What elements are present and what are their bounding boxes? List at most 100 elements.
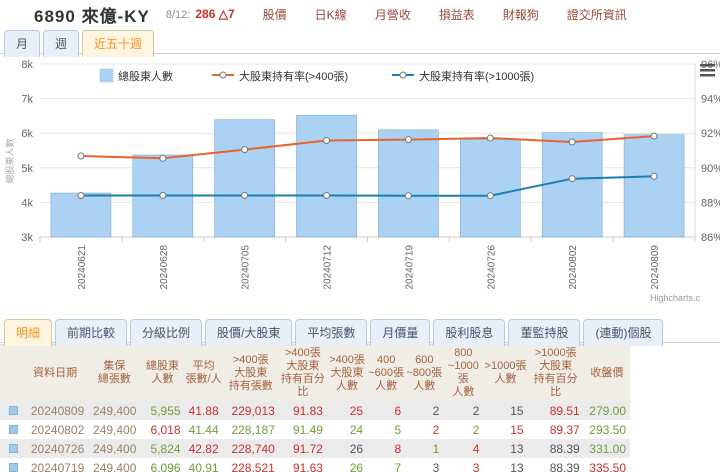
cell-r1-c8: 2	[405, 420, 444, 439]
bar-20240621[interactable]	[50, 192, 112, 238]
cell-r0-c5: 91.83	[278, 401, 327, 420]
holders-chart: 8k96%7k94%6k92%5k90%4k88%3k86%總股東人數20240…	[4, 59, 720, 303]
bar-20240726[interactable]	[460, 138, 521, 238]
point-0-20240712[interactable]	[323, 137, 331, 144]
column-header-3: 平均 張數/人	[184, 344, 223, 401]
detail-tab-3[interactable]: 股價/大股東	[205, 319, 293, 346]
point-1-20240705[interactable]	[241, 192, 249, 199]
cell-r3-c0: 20240719	[22, 458, 89, 472]
legend-label-bar[interactable]: 總股東人數	[118, 69, 173, 83]
period-tab-0[interactable]: 月	[4, 30, 41, 57]
cell-r1-c11: 89.37	[527, 420, 584, 439]
cell-r1-c6: 24	[326, 420, 368, 439]
line-series-1	[80, 175, 655, 197]
bar-20240712[interactable]	[296, 114, 357, 238]
point-1-20240802[interactable]	[568, 175, 576, 183]
cell-r3-c6: 26	[326, 458, 368, 472]
cell-r0-c11: 89.51	[527, 401, 584, 420]
cell-r1-c4: 228,187	[222, 420, 279, 439]
column-header-5: >400張 大股東 持有百分比	[278, 344, 327, 401]
detail-tab-8[interactable]: (連動)個股	[583, 319, 664, 346]
detail-tab-7[interactable]: 董監持股	[508, 319, 581, 346]
cell-r3-c9: 3	[443, 458, 484, 472]
point-0-20240628[interactable]	[159, 154, 167, 162]
table-row-3: 20240719 249,400 6,096 40.91 228,521 91.63 26 7…	[0, 458, 630, 472]
column-header-0: 資料日期	[22, 344, 89, 401]
cell-r1-c5: 91.49	[278, 420, 327, 439]
table-header-row: 資料日期 集保 總張數 總股東 人數 平均 張數/人 >400張 大股東 持有張數 >40…	[0, 344, 630, 401]
chart-context-menu-icon[interactable]	[700, 64, 715, 77]
bar-20240802[interactable]	[541, 132, 603, 238]
legend-marker-icon[interactable]	[399, 71, 407, 79]
x-axis-label: 20240705	[241, 245, 252, 290]
point-0-20240621[interactable]	[77, 152, 85, 160]
column-header-9: 800 ~1000張 人數	[443, 344, 484, 401]
legend-label-1[interactable]: 大股東持有率(>400張)	[239, 69, 348, 83]
detail-tab-6[interactable]: 股利股息	[433, 319, 506, 346]
quote-date: 8/12:	[165, 9, 191, 21]
detail-tab-5[interactable]: 月價量	[370, 319, 431, 346]
bar-20240719[interactable]	[378, 129, 439, 238]
highcharts-credit[interactable]: Highcharts.c	[650, 293, 701, 303]
cell-r1-c9: 2	[443, 420, 484, 439]
menu-link-1[interactable]: 日K線	[314, 7, 347, 22]
detail-tab-2[interactable]: 分級比例	[130, 319, 203, 346]
table-body: 20240809 249,400 5,955 41.88 229,013 91.83 25 6…	[0, 401, 630, 472]
detail-tab-0[interactable]: 明細	[4, 319, 53, 346]
point-0-20240809[interactable]	[650, 132, 658, 140]
detail-tabs: 明細 前期比較 分級比例 股價/大股東 平均張數 月價量 股利股息 董監持股 (連動)個股	[0, 316, 720, 346]
point-0-20240802[interactable]	[568, 138, 576, 146]
point-1-20240628[interactable]	[159, 192, 167, 199]
point-1-20240712[interactable]	[323, 192, 331, 199]
point-1-20240726[interactable]	[486, 192, 494, 200]
period-tabs: 月週近五十週	[0, 28, 720, 57]
legend-bar-swatch-icon[interactable]	[99, 68, 114, 83]
period-tab-2[interactable]: 近五十週	[82, 30, 155, 57]
row-marker-icon	[9, 424, 19, 434]
point-1-20240621[interactable]	[77, 192, 85, 199]
chart-section: 8k96%7k94%6k92%5k90%4k88%3k86%總股東人數20240…	[0, 56, 720, 313]
menu-link-3[interactable]: 損益表	[438, 7, 475, 22]
marker-column-header	[0, 344, 23, 401]
cell-r0-c6: 25	[326, 401, 368, 420]
cell-r1-c3: 41.44	[184, 420, 223, 439]
menu-link-2[interactable]: 月營收	[374, 7, 411, 22]
point-1-20240809[interactable]	[650, 172, 658, 180]
cell-r2-c11: 88.39	[527, 439, 584, 458]
right-axis-tick: 90%	[701, 163, 720, 175]
cell-r1-c12: 293.50	[583, 420, 630, 439]
cell-r3-c4: 228,521	[222, 458, 279, 472]
chart-legend: 總股東人數 大股東持有率(>400張) 大股東持有率(>1000張)	[99, 68, 534, 83]
point-0-20240719[interactable]	[404, 136, 412, 144]
cell-r2-c1: 249,400	[88, 439, 141, 458]
bar-20240705[interactable]	[214, 119, 275, 238]
x-axis-label: 20240726	[486, 245, 497, 290]
menu-link-0[interactable]: 股價	[262, 7, 287, 22]
left-axis-title: 總股東人數	[4, 138, 15, 183]
cell-r3-c12: 335.50	[583, 458, 630, 472]
cell-r0-c7: 6	[367, 401, 406, 420]
right-axis-tick: 88%	[701, 197, 720, 209]
line-series-0	[80, 135, 655, 160]
cell-r1-c7: 5	[367, 420, 406, 439]
x-axis-label: 20240628	[159, 245, 170, 290]
cell-r1-c0: 20240802	[22, 420, 89, 439]
page-header: 6890 來億-KY 8/12: 286 △7 股價 日K線 月營收 損益表 財報狗 證交…	[0, 0, 720, 28]
detail-tab-1[interactable]: 前期比較	[55, 319, 128, 346]
bar-20240809[interactable]	[623, 134, 685, 238]
point-0-20240705[interactable]	[241, 146, 249, 154]
row-marker-icon	[9, 443, 19, 453]
column-header-10: >1000張 人數	[483, 344, 528, 401]
legend-label-2[interactable]: 大股東持有率(>1000張)	[419, 69, 534, 83]
point-1-20240719[interactable]	[404, 192, 412, 200]
cell-r2-c10: 13	[483, 439, 528, 458]
table-row-1: 20240802 249,400 6,018 41.44 228,187 91.49 24 5…	[0, 420, 630, 439]
right-axis-tick: 94%	[701, 94, 720, 106]
legend-marker-icon[interactable]	[219, 71, 227, 79]
point-0-20240726[interactable]	[486, 134, 494, 142]
cell-r3-c3: 40.91	[184, 458, 223, 472]
period-tab-1[interactable]: 週	[43, 30, 80, 57]
menu-link-4[interactable]: 財報狗	[502, 7, 539, 22]
menu-link-5[interactable]: 證交所資訊	[566, 7, 627, 22]
detail-tab-4[interactable]: 平均張數	[295, 319, 368, 346]
